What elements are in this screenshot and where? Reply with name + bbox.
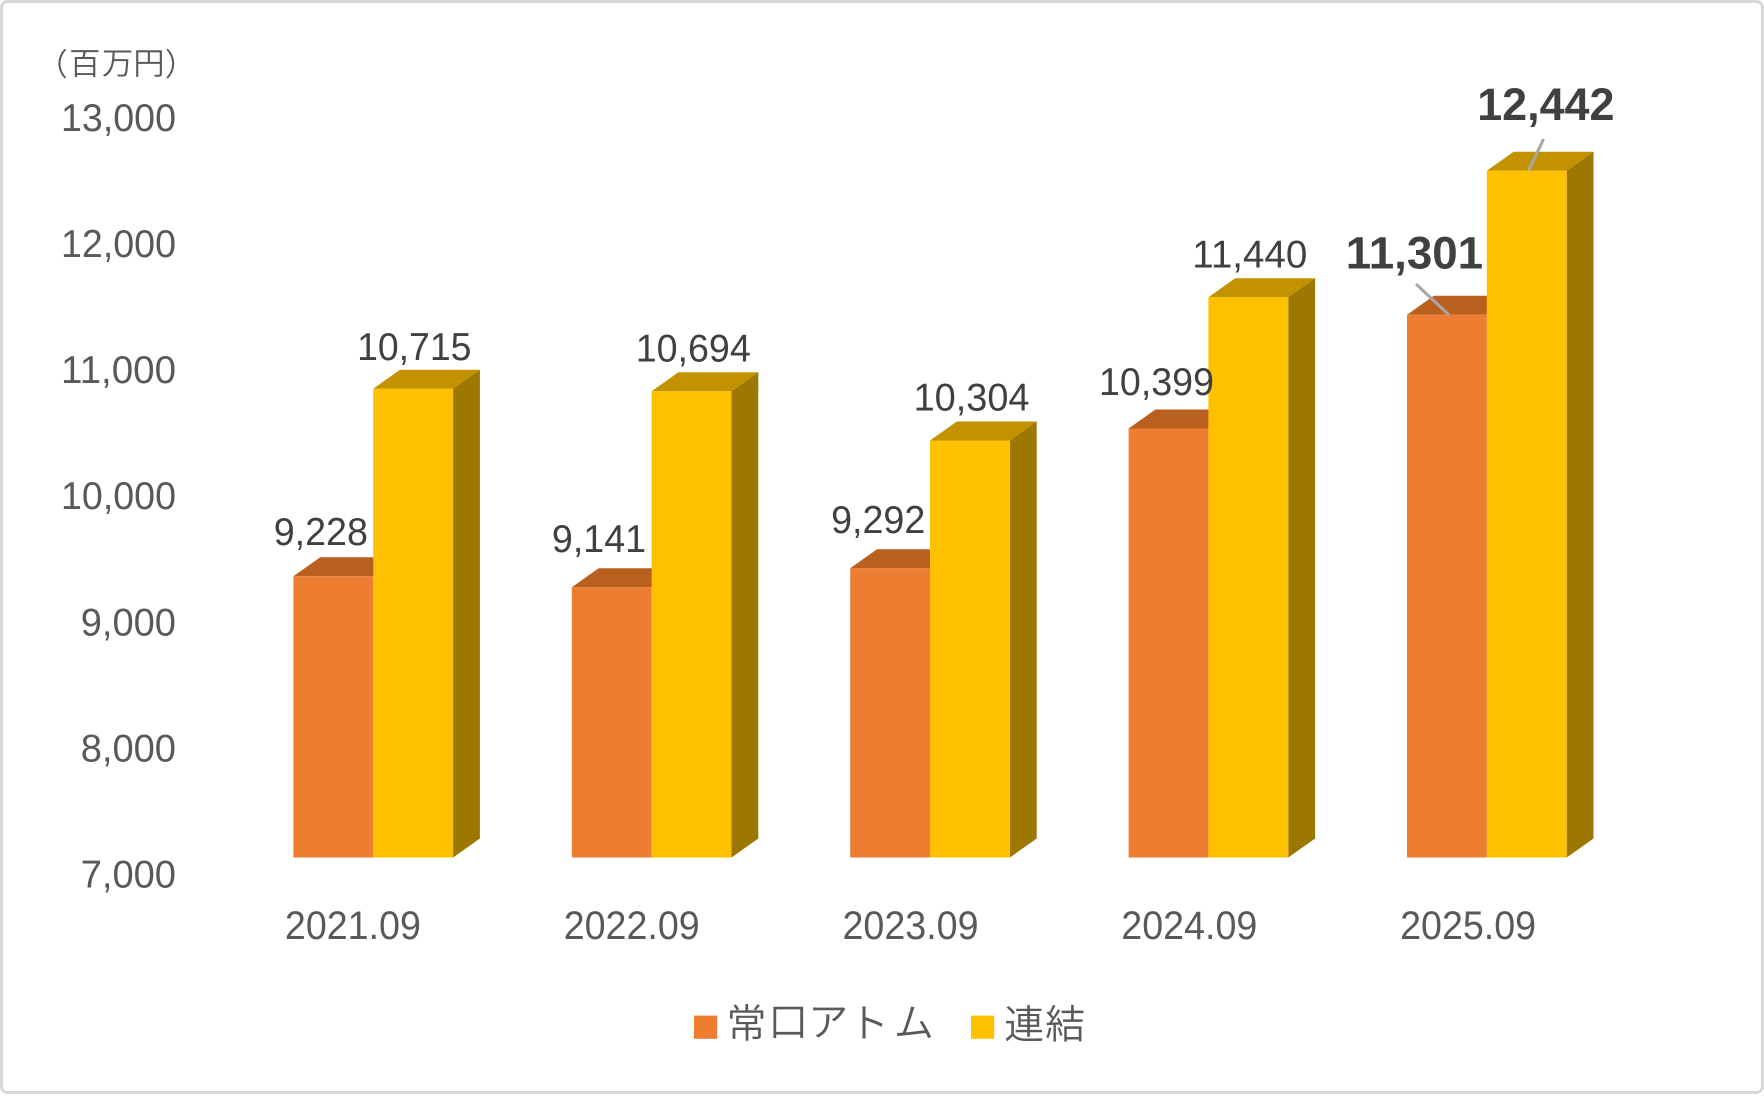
svg-text:10,715: 10,715 xyxy=(357,326,471,369)
svg-text:10,000: 10,000 xyxy=(61,475,176,518)
svg-text:10,399: 10,399 xyxy=(1099,361,1214,404)
svg-text:10,304: 10,304 xyxy=(914,377,1030,420)
svg-text:12,442: 12,442 xyxy=(1477,79,1614,130)
svg-text:2021.09: 2021.09 xyxy=(285,904,421,948)
svg-text:7,000: 7,000 xyxy=(81,854,176,897)
svg-text:13,000: 13,000 xyxy=(61,97,176,140)
svg-text:9,228: 9,228 xyxy=(274,511,368,554)
svg-text:8,000: 8,000 xyxy=(81,727,176,770)
svg-text:11,440: 11,440 xyxy=(1192,234,1307,277)
svg-text:9,000: 9,000 xyxy=(81,601,176,644)
svg-text:2025.09: 2025.09 xyxy=(1400,904,1536,948)
svg-text:10,694: 10,694 xyxy=(636,328,751,371)
svg-text:11,000: 11,000 xyxy=(61,349,176,392)
svg-text:12,000: 12,000 xyxy=(61,223,176,266)
svg-text:9,141: 9,141 xyxy=(552,518,646,561)
svg-text:2022.09: 2022.09 xyxy=(564,904,700,948)
svg-text:2023.09: 2023.09 xyxy=(843,904,979,948)
svg-text:9,292: 9,292 xyxy=(831,499,925,542)
svg-text:2024.09: 2024.09 xyxy=(1121,904,1257,948)
svg-text:11,301: 11,301 xyxy=(1346,228,1483,279)
